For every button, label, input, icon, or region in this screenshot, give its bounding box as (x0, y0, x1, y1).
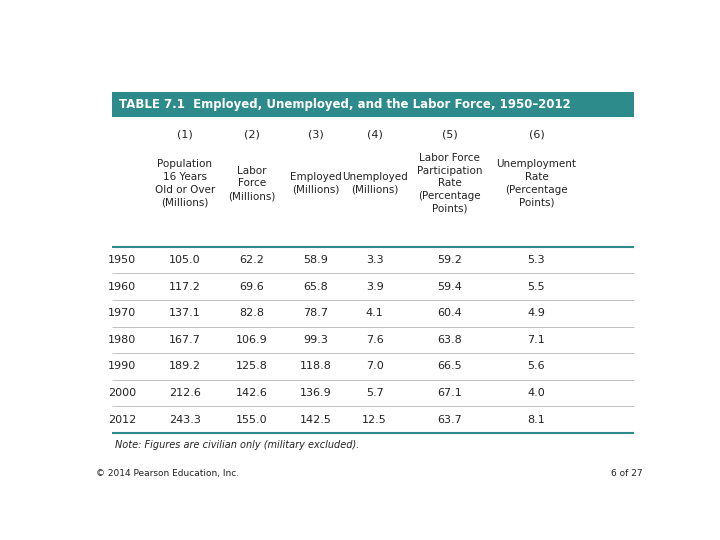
Text: Labor Force
Participation
Rate
(Percentage
Points): Labor Force Participation Rate (Percenta… (417, 153, 482, 214)
Text: (1): (1) (177, 130, 193, 140)
Text: 1950: 1950 (108, 255, 136, 265)
Text: 65.8: 65.8 (304, 282, 328, 292)
Text: 105.0: 105.0 (169, 255, 201, 265)
Text: 118.8: 118.8 (300, 361, 332, 372)
Text: 99.3: 99.3 (304, 335, 328, 345)
Text: 137.1: 137.1 (169, 308, 201, 318)
Text: 5.5: 5.5 (528, 282, 545, 292)
Text: 5.6: 5.6 (528, 361, 545, 372)
Text: Employed
(Millions): Employed (Millions) (290, 172, 342, 195)
Text: 1990: 1990 (108, 361, 137, 372)
Text: 212.6: 212.6 (169, 388, 201, 398)
Text: 4.1: 4.1 (366, 308, 384, 318)
Text: 117.2: 117.2 (169, 282, 201, 292)
Text: 69.6: 69.6 (240, 282, 264, 292)
Text: Unemployment
Rate
(Percentage
Points): Unemployment Rate (Percentage Points) (496, 159, 577, 207)
Text: TABLE 7.1  Employed, Unemployed, and the Labor Force, 1950–2012: TABLE 7.1 Employed, Unemployed, and the … (119, 98, 571, 111)
Text: 7.0: 7.0 (366, 361, 384, 372)
Text: 106.9: 106.9 (236, 335, 268, 345)
Text: 5.3: 5.3 (528, 255, 545, 265)
Text: 2012: 2012 (108, 415, 137, 424)
Text: Unemployed
(Millions): Unemployed (Millions) (342, 172, 408, 195)
Text: (4): (4) (366, 130, 382, 140)
Text: Note: Figures are civilian only (military excluded).: Note: Figures are civilian only (militar… (115, 440, 359, 450)
Text: Labor
Force
(Millions): Labor Force (Millions) (228, 165, 276, 201)
Text: 82.8: 82.8 (239, 308, 264, 318)
Text: 59.4: 59.4 (438, 282, 462, 292)
Text: (3): (3) (308, 130, 324, 140)
Bar (112, 92, 634, 117)
Text: 6 of 27: 6 of 27 (611, 469, 642, 477)
Text: 189.2: 189.2 (169, 361, 201, 372)
Text: (2): (2) (244, 130, 260, 140)
Text: 1980: 1980 (108, 335, 137, 345)
Text: 63.8: 63.8 (438, 335, 462, 345)
Text: 142.6: 142.6 (236, 388, 268, 398)
Text: 78.7: 78.7 (304, 308, 328, 318)
Text: 8.1: 8.1 (528, 415, 545, 424)
Text: 125.8: 125.8 (236, 361, 268, 372)
Text: Population
16 Years
Old or Over
(Millions): Population 16 Years Old or Over (Million… (155, 159, 215, 207)
Text: 12.5: 12.5 (362, 415, 387, 424)
Text: 243.3: 243.3 (169, 415, 201, 424)
Text: 59.2: 59.2 (438, 255, 462, 265)
Text: 63.7: 63.7 (438, 415, 462, 424)
Text: 1960: 1960 (108, 282, 136, 292)
Text: (5): (5) (442, 130, 458, 140)
Text: 142.5: 142.5 (300, 415, 332, 424)
Text: 4.0: 4.0 (528, 388, 545, 398)
Text: 7.6: 7.6 (366, 335, 384, 345)
Text: 7.1: 7.1 (528, 335, 545, 345)
Text: 67.1: 67.1 (438, 388, 462, 398)
Text: 136.9: 136.9 (300, 388, 332, 398)
Text: 3.9: 3.9 (366, 282, 384, 292)
Text: 66.5: 66.5 (438, 361, 462, 372)
Text: 167.7: 167.7 (169, 335, 201, 345)
Text: 5.7: 5.7 (366, 388, 384, 398)
Text: 62.2: 62.2 (239, 255, 264, 265)
Text: 1970: 1970 (108, 308, 137, 318)
Text: 4.9: 4.9 (528, 308, 545, 318)
Text: © 2014 Pearson Education, Inc.: © 2014 Pearson Education, Inc. (96, 469, 239, 477)
Text: 2000: 2000 (108, 388, 136, 398)
Text: 3.3: 3.3 (366, 255, 383, 265)
Text: 58.9: 58.9 (304, 255, 328, 265)
Text: (6): (6) (528, 130, 544, 140)
Text: 155.0: 155.0 (236, 415, 268, 424)
Text: 60.4: 60.4 (438, 308, 462, 318)
